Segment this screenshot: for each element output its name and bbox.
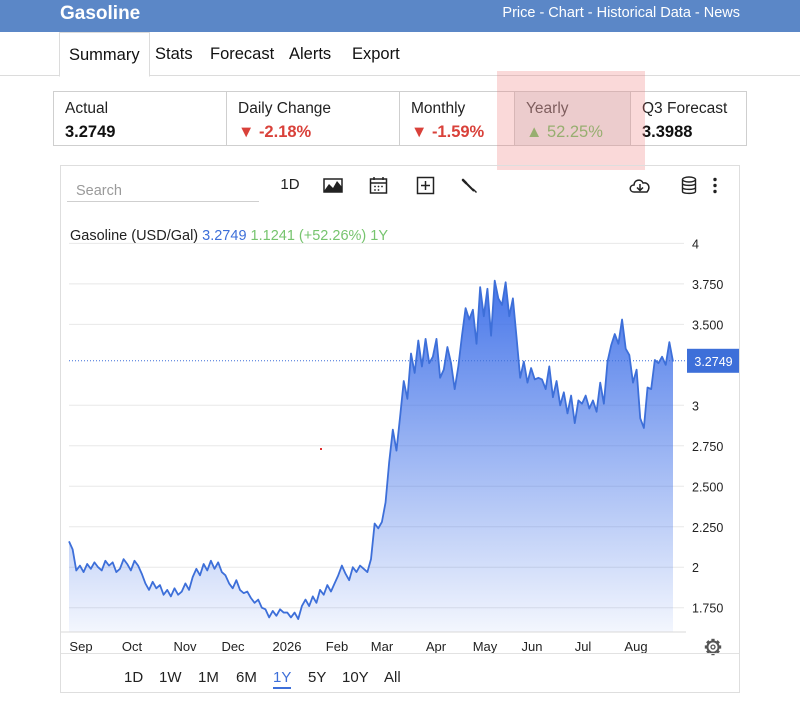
indicator-wrench-icon[interactable]	[460, 176, 479, 198]
x-tick-label: Oct	[122, 639, 143, 654]
more-icon[interactable]	[711, 176, 719, 198]
y-tick-label: 2.250	[692, 521, 723, 535]
x-tick-label: Jun	[522, 639, 543, 654]
search-input[interactable]	[67, 176, 259, 202]
calendar-icon[interactable]	[369, 176, 388, 198]
link-historical-data[interactable]: Historical Data	[596, 5, 691, 21]
card-value: 52.25%	[546, 123, 603, 141]
card-value: 3.2749	[65, 123, 116, 141]
card-value-row: ▼ -2.18%	[238, 123, 399, 142]
card-label: Actual	[65, 100, 109, 117]
tab-export[interactable]: Export	[352, 45, 400, 63]
tab-bar: Summary Stats Forecast Alerts Export	[0, 32, 800, 77]
y-tick-label: 3	[692, 399, 699, 413]
x-tick-label: 2026	[273, 639, 302, 654]
top-bar: Gasoline Price - Chart - Historical Data - New…	[0, 0, 800, 32]
down-arrow-icon: ▼	[411, 123, 428, 141]
chart-panel: 1D 4 3.750 3.500 3 2.750 2.500 2.250 2 1.750 3.27…	[60, 165, 740, 693]
card-label: Daily Change	[238, 100, 332, 117]
card-value: 3.3988	[642, 123, 693, 141]
price-line	[68, 279, 674, 620]
x-tick-label: Sep	[69, 639, 92, 654]
card-actual: Actual 3.2749	[54, 92, 227, 145]
range-button-1y[interactable]: 1Y	[273, 669, 292, 689]
stats-cards: Actual 3.2749 Daily Change ▼ -2.18% Mont…	[53, 91, 747, 146]
interval-button[interactable]: 1D	[280, 176, 300, 193]
legend-part: 3.2749	[198, 228, 246, 244]
x-tick-label: May	[473, 639, 498, 654]
header-links: Price - Chart - Historical Data - News	[502, 5, 740, 21]
page-title: Gasoline	[60, 3, 141, 24]
card-yearly: Yearly ▲ 52.25%	[515, 92, 631, 145]
link-separator: -	[694, 5, 700, 21]
database-icon[interactable]	[681, 176, 697, 198]
link-news[interactable]: News	[703, 5, 740, 21]
y-tick-label: 1.750	[692, 602, 723, 616]
card-value-row: ▲ 52.25%	[526, 123, 630, 142]
card-label: Yearly	[526, 100, 569, 117]
y-tick-label: 2.750	[692, 440, 723, 454]
x-tick-label: Mar	[371, 639, 394, 654]
link-separator: -	[587, 5, 593, 21]
link-price[interactable]: Price	[502, 5, 536, 21]
range-button-1m[interactable]: 1M	[198, 669, 219, 686]
range-button-6m[interactable]: 6M	[236, 669, 257, 686]
chart-type-icon[interactable]	[323, 176, 343, 198]
range-button-5y[interactable]: 5Y	[308, 669, 327, 686]
x-tick-label: Apr	[426, 639, 447, 654]
y-tick-label: 3.500	[692, 318, 723, 332]
card-value: -1.59%	[431, 123, 485, 141]
y-tick-label: 3.750	[692, 278, 723, 292]
card-value-row: ▼ -1.59%	[411, 123, 514, 142]
card-label: Q3 Forecast	[642, 100, 728, 117]
card-label: Monthly	[411, 100, 466, 117]
tab-stats[interactable]: Stats	[155, 45, 193, 63]
x-tick-label: Nov	[173, 639, 197, 654]
range-selector	[61, 653, 739, 693]
y-tick-label: 2.500	[692, 480, 723, 494]
compare-icon[interactable]	[416, 176, 435, 198]
range-button-1d[interactable]: 1D	[124, 669, 144, 686]
last-price-badge	[687, 348, 739, 373]
y-tick-label: 4	[692, 237, 699, 251]
legend-part: 1.1241 (+52.26%) 1Y	[247, 228, 389, 244]
card-q3-forecast: Q3 Forecast 3.3988	[631, 92, 747, 145]
card-value: -2.18%	[258, 123, 312, 141]
x-tick-label: Dec	[221, 639, 245, 654]
range-button-all[interactable]: All	[384, 669, 401, 686]
x-tick-label: Aug	[624, 639, 647, 654]
range-button-1w[interactable]: 1W	[159, 669, 182, 686]
card-monthly: Monthly ▼ -1.59%	[400, 92, 515, 145]
link-separator: -	[539, 5, 545, 21]
tab-alerts[interactable]: Alerts	[289, 45, 332, 63]
link-chart[interactable]: Chart	[548, 5, 584, 21]
card-daily-change: Daily Change ▼ -2.18%	[227, 92, 400, 145]
chart-legend: Gasoline (USD/Gal) 3.2749 1.1241 (+52.26…	[70, 228, 388, 244]
x-tick-label: Feb	[326, 639, 348, 654]
red-marker	[320, 448, 322, 450]
x-tick-label: Jul	[575, 639, 592, 654]
tab-summary[interactable]: Summary	[59, 32, 150, 77]
y-tick-label: 2	[692, 561, 699, 575]
down-arrow-icon: ▼	[238, 123, 255, 141]
tab-forecast[interactable]: Forecast	[210, 45, 275, 63]
range-button-10y[interactable]: 10Y	[342, 669, 369, 686]
legend-part: Gasoline (USD/Gal)	[70, 228, 198, 244]
price-area	[69, 280, 673, 632]
download-icon[interactable]	[628, 176, 652, 198]
up-arrow-icon: ▲	[526, 123, 543, 141]
price-chart[interactable]: 4 3.750 3.500 3 2.750 2.500 2.250 2 1.750 3.2749 S…	[61, 166, 739, 656]
last-price-label: 3.2749	[694, 355, 732, 369]
